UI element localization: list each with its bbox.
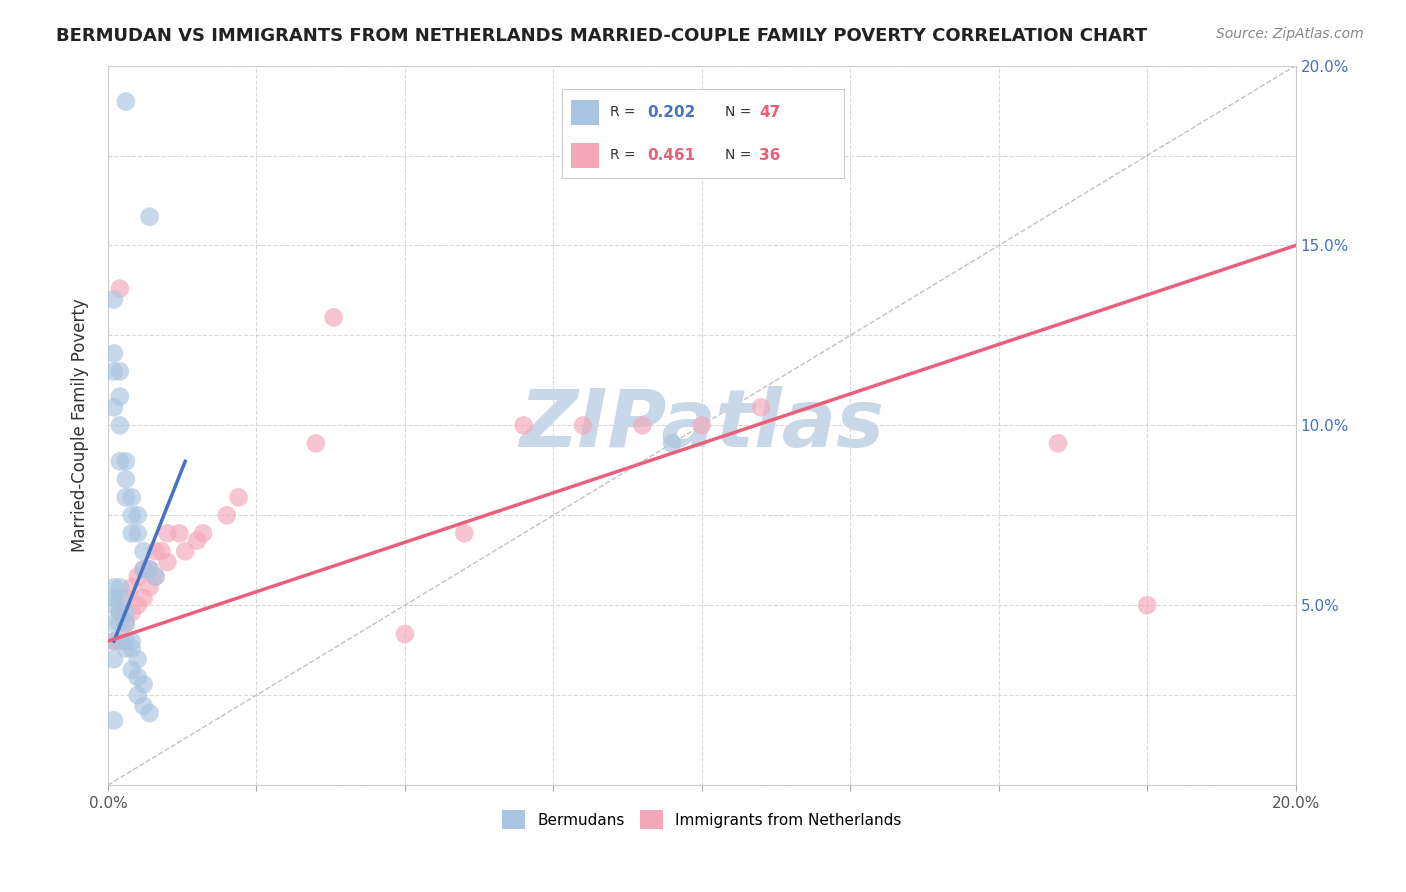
Point [1047, 436, 1070, 450]
Point [138, 706, 160, 720]
Point [121, 580, 143, 594]
Bar [571, 143, 599, 168]
Point [127, 688, 149, 702]
Point [108, 606, 131, 620]
Point [108, 418, 131, 433]
Point [114, 634, 136, 648]
Point [132, 698, 155, 713]
Point [121, 663, 143, 677]
Text: N =: N = [725, 105, 756, 120]
Point [114, 95, 136, 109]
Point [228, 491, 250, 505]
Point [121, 606, 143, 620]
Point [114, 591, 136, 605]
Point [108, 580, 131, 594]
Point [121, 526, 143, 541]
Point [103, 364, 125, 378]
Point [103, 580, 125, 594]
Point [453, 526, 475, 541]
Point [145, 544, 167, 558]
Point [103, 598, 125, 612]
Point [150, 544, 173, 558]
Point [121, 491, 143, 505]
Point [690, 418, 713, 433]
Point [191, 526, 214, 541]
Point [132, 544, 155, 558]
Point [749, 401, 772, 415]
Point [103, 616, 125, 631]
Point [145, 569, 167, 583]
Point [108, 390, 131, 404]
Point [114, 472, 136, 486]
Text: Source: ZipAtlas.com: Source: ZipAtlas.com [1216, 27, 1364, 41]
Point [103, 346, 125, 360]
Point [631, 418, 654, 433]
Point [103, 401, 125, 415]
Point [167, 526, 190, 541]
Text: BERMUDAN VS IMMIGRANTS FROM NETHERLANDS MARRIED-COUPLE FAMILY POVERTY CORRELATIO: BERMUDAN VS IMMIGRANTS FROM NETHERLANDS … [56, 27, 1147, 45]
Y-axis label: Married-Couple Family Poverty: Married-Couple Family Poverty [72, 299, 89, 552]
Point [108, 282, 131, 296]
Point [103, 293, 125, 307]
Point [127, 598, 149, 612]
Point [127, 508, 149, 523]
Legend: Bermudans, Immigrants from Netherlands: Bermudans, Immigrants from Netherlands [496, 805, 907, 835]
Point [132, 677, 155, 691]
Point [156, 555, 179, 569]
Point [103, 634, 125, 648]
Point [512, 418, 534, 433]
Point [138, 562, 160, 576]
Point [121, 508, 143, 523]
Point [114, 491, 136, 505]
Point [114, 454, 136, 468]
Point [108, 454, 131, 468]
Text: 0.461: 0.461 [647, 148, 695, 162]
Point [103, 652, 125, 666]
Point [186, 533, 208, 548]
Point [138, 210, 160, 224]
Point [108, 634, 131, 648]
Point [127, 526, 149, 541]
Text: 36: 36 [759, 148, 780, 162]
Point [156, 526, 179, 541]
Text: 47: 47 [759, 105, 780, 120]
Text: 0.202: 0.202 [647, 105, 695, 120]
Point [108, 591, 131, 605]
Text: N =: N = [725, 148, 756, 162]
Text: R =: R = [610, 148, 640, 162]
Point [108, 606, 131, 620]
Point [103, 714, 125, 728]
Point [121, 641, 143, 656]
Point [114, 616, 136, 631]
Point [114, 641, 136, 656]
Point [132, 591, 155, 605]
Point [572, 418, 595, 433]
Point [103, 634, 125, 648]
Point [138, 580, 160, 594]
Point [215, 508, 238, 523]
Text: R =: R = [610, 105, 640, 120]
Point [661, 436, 683, 450]
Point [127, 670, 149, 684]
Point [138, 562, 160, 576]
Point [132, 562, 155, 576]
Point [127, 652, 149, 666]
Point [394, 627, 416, 641]
Point [114, 606, 136, 620]
Point [145, 569, 167, 583]
Point [127, 569, 149, 583]
Point [174, 544, 197, 558]
Point [108, 364, 131, 378]
Point [114, 616, 136, 631]
Point [103, 591, 125, 605]
Point [121, 634, 143, 648]
Point [322, 310, 344, 325]
Point [108, 616, 131, 631]
Bar [571, 100, 599, 125]
Point [305, 436, 328, 450]
Text: ZIPatlas: ZIPatlas [519, 386, 884, 465]
Point [132, 562, 155, 576]
Point [1136, 598, 1159, 612]
